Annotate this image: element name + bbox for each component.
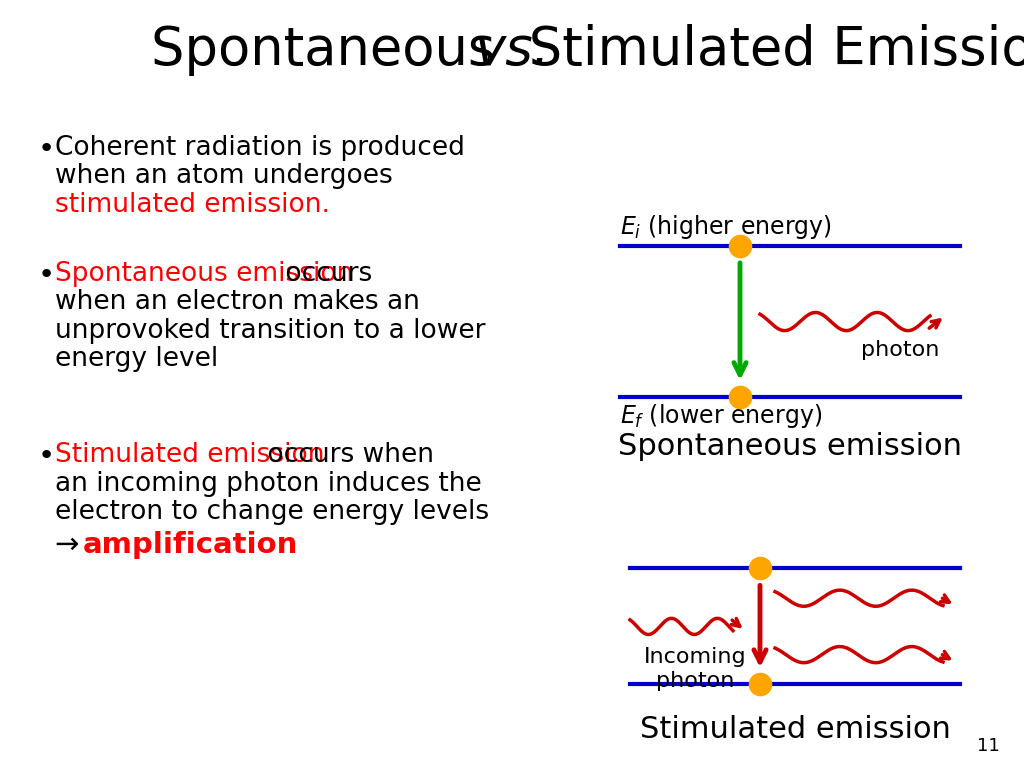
- Text: Spontaneous emission: Spontaneous emission: [55, 261, 353, 287]
- Text: occurs when: occurs when: [259, 442, 434, 468]
- Text: energy level: energy level: [55, 346, 218, 372]
- Text: Incoming
photon: Incoming photon: [644, 647, 746, 691]
- Text: amplification: amplification: [83, 531, 298, 559]
- Text: 11: 11: [977, 737, 1000, 755]
- Text: $E_i$ (higher energy): $E_i$ (higher energy): [620, 213, 833, 241]
- Text: →: →: [55, 531, 89, 559]
- Text: when an electron makes an: when an electron makes an: [55, 290, 420, 316]
- Text: Stimulated Emission: Stimulated Emission: [512, 24, 1024, 76]
- Text: $E_f$ (lower energy): $E_f$ (lower energy): [620, 402, 822, 430]
- Text: Spontaneous emission: Spontaneous emission: [618, 432, 962, 462]
- Text: Stimulated emission: Stimulated emission: [640, 714, 950, 743]
- Text: occurs: occurs: [278, 261, 373, 287]
- Text: stimulated emission.: stimulated emission.: [55, 191, 330, 217]
- Text: when an atom undergoes: when an atom undergoes: [55, 164, 393, 190]
- Text: •: •: [38, 135, 55, 163]
- Text: an incoming photon induces the: an incoming photon induces the: [55, 471, 481, 497]
- Text: unprovoked transition to a lower: unprovoked transition to a lower: [55, 317, 485, 343]
- Text: •: •: [38, 261, 55, 289]
- Text: photon: photon: [861, 339, 939, 359]
- Text: electron to change energy levels: electron to change energy levels: [55, 499, 489, 525]
- Text: •: •: [38, 442, 55, 471]
- Text: vs.: vs.: [474, 24, 550, 76]
- Text: Stimulated emission: Stimulated emission: [55, 442, 325, 468]
- Text: Coherent radiation is produced: Coherent radiation is produced: [55, 135, 465, 161]
- Text: Spontaneous: Spontaneous: [151, 24, 512, 76]
